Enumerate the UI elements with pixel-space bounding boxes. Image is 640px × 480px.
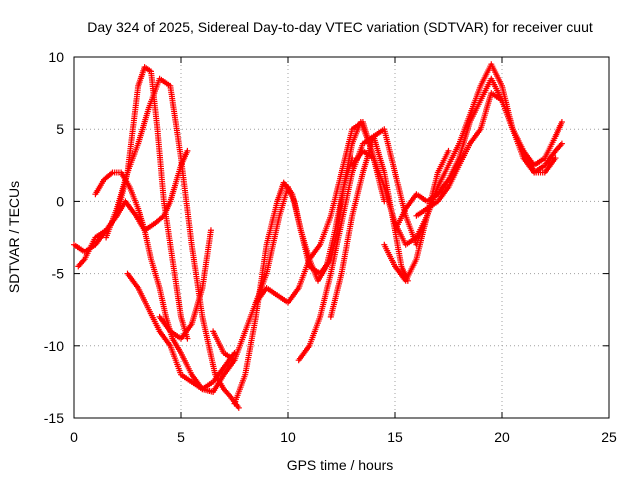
- series-track-13: [392, 75, 565, 234]
- y-tick-label: -10: [44, 338, 64, 354]
- data-point-markers: [156, 227, 214, 342]
- y-tick-label: -15: [44, 410, 64, 426]
- data-point-markers: [92, 169, 238, 395]
- data-point-markers: [103, 75, 242, 411]
- series-track-5: [103, 75, 242, 411]
- series-track-15: [349, 147, 452, 248]
- data-point-markers: [413, 90, 559, 219]
- ticks: 0 5 10 15 20 25 10 5 0 -5 -10 -15: [44, 49, 617, 445]
- x-tick-label: 25: [601, 429, 617, 445]
- y-axis-label: SDTVAR / TECUs: [6, 181, 22, 293]
- series-track-3: [92, 169, 238, 395]
- data-point-markers: [75, 147, 191, 270]
- plot-border: [73, 56, 610, 419]
- plot-frame: [73, 56, 610, 419]
- series-track-14: [413, 90, 559, 219]
- grid: [74, 57, 609, 418]
- data-point-markers: [124, 270, 238, 393]
- data-point-markers: [392, 75, 565, 234]
- data-point-markers: [349, 147, 452, 248]
- series-track-2: [75, 147, 191, 270]
- chart-title: Day 324 of 2025, Sidereal Day-to-day VTE…: [87, 19, 593, 35]
- y-tick-label: 5: [56, 121, 64, 137]
- x-tick-label: 10: [280, 429, 296, 445]
- x-tick-label: 15: [387, 429, 403, 445]
- series-track-4: [124, 270, 238, 393]
- y-tick-label: 10: [48, 49, 64, 65]
- x-axis-label: GPS time / hours: [287, 457, 394, 473]
- data-points: [71, 61, 565, 411]
- x-tick-label: 5: [177, 429, 185, 445]
- x-tick-label: 0: [70, 429, 78, 445]
- y-tick-label: -5: [52, 266, 65, 282]
- x-tick-label: 20: [494, 429, 510, 445]
- y-tick-label: 0: [56, 193, 64, 209]
- series-track-6: [156, 227, 214, 342]
